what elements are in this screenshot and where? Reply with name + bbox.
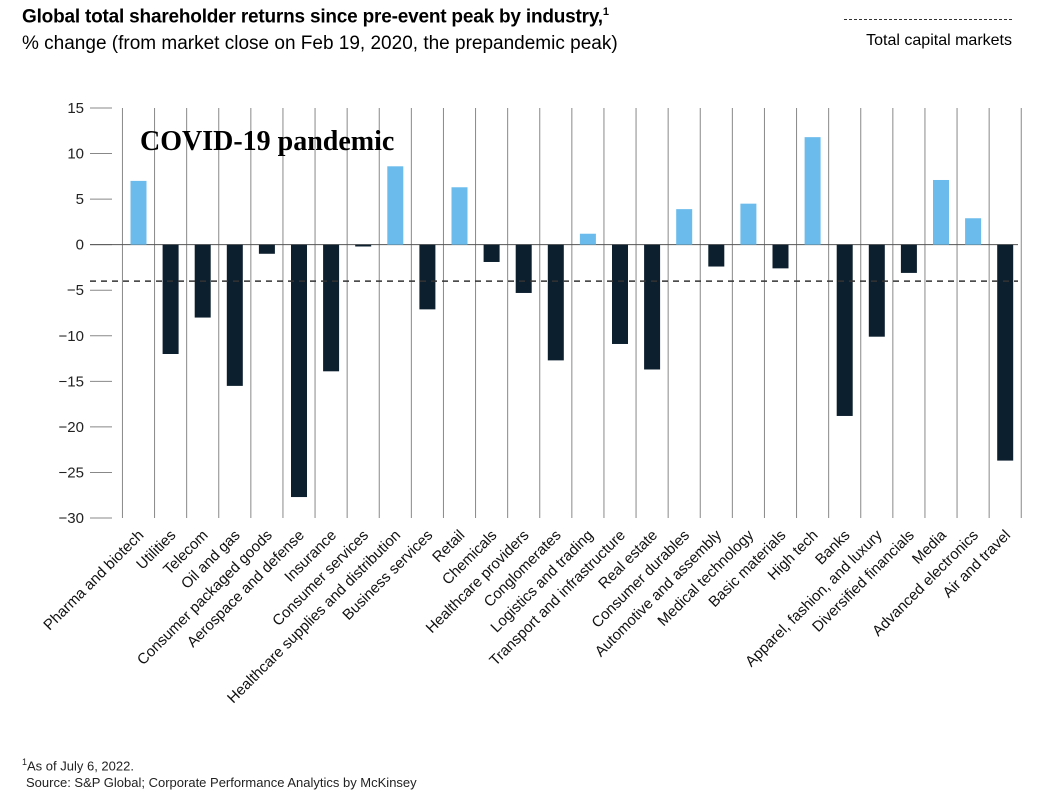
category-label: Pharma and biotech <box>40 527 147 634</box>
bar <box>612 244 628 344</box>
footnote: 1As of July 6, 2022. <box>22 757 134 773</box>
bar <box>644 244 661 370</box>
y-tick-label: 5 <box>76 191 84 208</box>
bar <box>226 244 243 386</box>
y-tick-label: −30 <box>59 510 84 527</box>
title-footnote-marker: 1 <box>602 6 609 18</box>
bar <box>323 244 340 372</box>
legend-dashed-line-swatch <box>844 19 1012 20</box>
bar <box>740 203 757 245</box>
bar <box>997 244 1014 461</box>
bar <box>451 187 468 245</box>
legend-label: Total capital markets <box>866 32 1012 49</box>
bar <box>965 218 982 245</box>
bar <box>579 233 596 245</box>
y-tick-label: −5 <box>67 282 84 299</box>
bar <box>772 244 789 269</box>
bar <box>419 244 436 310</box>
bar <box>483 244 500 262</box>
bar <box>708 244 725 267</box>
chart-title-text: Global total shareholder returns since p… <box>22 6 603 28</box>
bar <box>900 244 917 273</box>
y-tick-label: −15 <box>59 373 84 390</box>
bar-chart: 15 10 5 0 −5 −10 −15 −20 −25 −30 COVID-19 pandemic… <box>40 100 1022 707</box>
bar <box>515 244 532 293</box>
chart-subtitle: % change (from market close on Feb 19, 2… <box>22 33 618 54</box>
y-tick-label: −10 <box>59 328 84 345</box>
y-tick-label: 15 <box>67 100 84 117</box>
footnote-marker: 1 <box>22 757 28 767</box>
source-note: Source: S&P Global; Corporate Performanc… <box>26 775 417 790</box>
bar <box>804 137 821 245</box>
legend: Total capital markets <box>844 19 1012 50</box>
bar <box>162 244 179 354</box>
bar <box>387 166 404 245</box>
annotation-covid-19-pandemic: COVID-19 pandemic <box>140 126 394 157</box>
bar <box>547 244 564 361</box>
y-tick-label: −20 <box>59 419 84 436</box>
bar <box>868 244 885 337</box>
chart-title: Global total shareholder returns since p… <box>22 6 609 28</box>
bar <box>258 244 275 254</box>
bar <box>933 179 949 245</box>
footnote-text: As of July 6, 2022. <box>27 758 134 774</box>
bar <box>355 244 372 247</box>
y-tick-label: 0 <box>76 237 84 254</box>
y-tick-label: −25 <box>59 464 84 481</box>
bar <box>130 180 147 245</box>
y-tick-label: 10 <box>67 146 84 163</box>
bar <box>836 244 853 416</box>
bar <box>291 244 307 498</box>
bar <box>676 209 693 245</box>
